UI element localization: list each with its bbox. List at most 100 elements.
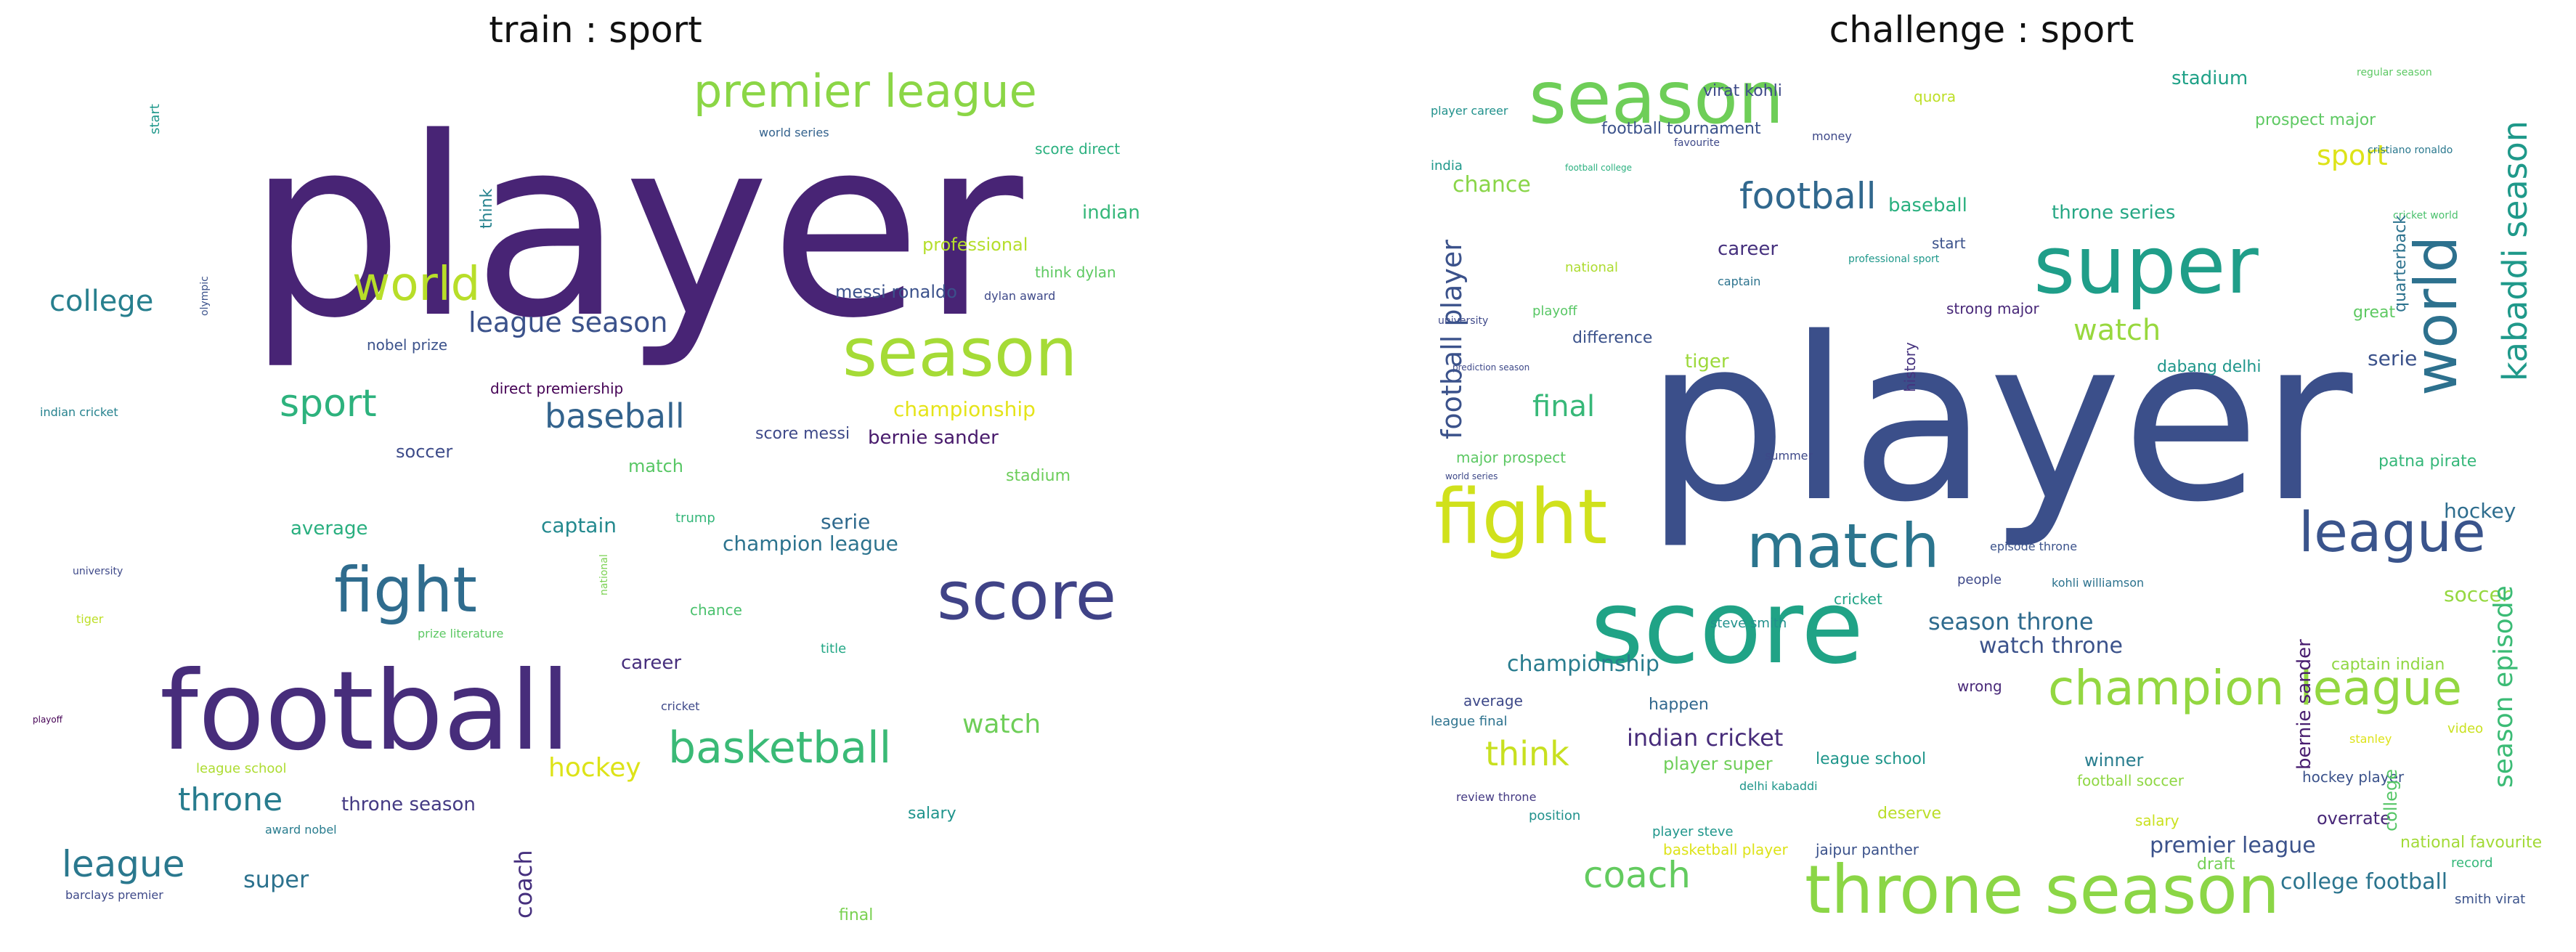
cloud-word: kohli williamson (2052, 576, 2145, 590)
cloud-word: league school (196, 761, 287, 776)
cloud-word: position (1529, 808, 1581, 823)
cloud-word: score (1590, 569, 1864, 687)
cloud-word: bernie sander (868, 427, 999, 449)
cloud-word: people (1957, 572, 2002, 587)
cloud-word: score direct (1035, 140, 1121, 158)
cloud-word: think dylan (1035, 264, 1116, 281)
cloud-word: league (2299, 500, 2486, 564)
cloud-word: final (839, 906, 874, 924)
cloud-word: college (49, 285, 154, 318)
cloud-word: fight (1434, 473, 1608, 561)
cloud-word: quarterback (2392, 215, 2410, 312)
cloud-word: league school (1816, 750, 1927, 768)
cloud-word: indian (1082, 202, 1140, 224)
cloud-word: bernie sander (2293, 639, 2315, 770)
cloud-word: smith virat (2455, 892, 2526, 907)
cloud-word: wrong (1957, 678, 2002, 695)
cloud-word: review throne (1456, 790, 1537, 804)
cloud-word: summer (1765, 449, 1813, 463)
cloud-word: college football (2280, 869, 2448, 895)
cloud-word: nobel prize (367, 336, 448, 354)
cloud-word: world series (759, 126, 829, 139)
cloud-word: league final (1431, 714, 1508, 729)
cloud-word: direct premiership (490, 380, 624, 397)
cloud-word: stadium (2171, 68, 2248, 89)
cloud-word: winner (2084, 750, 2144, 770)
cloud-word: captain (1718, 274, 1761, 288)
cloud-word: watch (962, 709, 1041, 739)
cloud-word: title (821, 641, 847, 656)
cloud-word: tiger (1685, 351, 1729, 373)
cloud-word: match (1747, 510, 1940, 582)
cloud-word: league season (468, 306, 668, 338)
cloud-word: season (1529, 55, 1784, 140)
cloud-word: dabang delhi (2157, 358, 2262, 376)
cloud-word: serie (2368, 346, 2418, 370)
cloud-word: throne season (1805, 851, 2280, 929)
cloud-word: super (2033, 219, 2259, 312)
cloud-word: university (73, 566, 123, 577)
cloud-word: award nobel (265, 823, 337, 837)
cloud-word: championship (1507, 651, 1659, 677)
cloud-word: football tournament (1601, 120, 1761, 138)
cloud-word: strong major (1946, 300, 2039, 317)
cloud-word: delhi kabaddi (1739, 779, 1818, 793)
cloud-word: favourite (1674, 137, 1720, 149)
cloud-word: hockey (2444, 499, 2516, 523)
cloud-word: india (1431, 158, 1463, 174)
cloud-word: start (147, 104, 163, 134)
cloud-word: history (1901, 342, 1919, 392)
cloud-word: coach (1583, 854, 1691, 896)
cloud-word: player (247, 85, 1023, 373)
cloud-word: quora (1914, 88, 1957, 105)
cloud-word: season (842, 314, 1078, 391)
cloud-word: olympic (199, 276, 211, 316)
cloud-word: watch (2073, 314, 2161, 347)
cloud-word: captain indian (2331, 656, 2445, 674)
cloud-word: champion league (723, 532, 898, 556)
cloud-word: indian cricket (1627, 724, 1784, 752)
cloud-word: soccer (2444, 582, 2511, 606)
cloud-word: throne season (341, 794, 476, 815)
cloud-word: difference (1572, 329, 1653, 347)
cloud-word: professional sport (1848, 253, 1940, 265)
cloud-word: hockey player (2302, 768, 2405, 786)
cloud-word: cricket world (2393, 210, 2458, 221)
cloud-word: money (1812, 129, 1852, 143)
cloud-word: think (1485, 734, 1569, 773)
cloud-word: premier league (2150, 833, 2316, 858)
cloud-word: video (2447, 721, 2484, 736)
cloud-word: basketball (668, 723, 892, 773)
cloud-word: chance (690, 601, 742, 619)
cloud-word: football college (1565, 163, 1633, 173)
wordcloud-panel-challenge: challenge : sport player score season super… (1387, 0, 2576, 952)
cloud-word: start (1932, 235, 1966, 252)
cloud-word: match (628, 456, 683, 476)
cloud-word: football (1739, 175, 1877, 217)
cloud-word: national (1565, 260, 1618, 275)
cloud-word: score (937, 557, 1117, 635)
cloud-word: trump (675, 510, 715, 526)
panel-title: train : sport (489, 9, 702, 51)
cloud-word: world (352, 258, 481, 312)
cloud-word: episode throne (1990, 540, 2078, 553)
cloud-word: super (243, 866, 309, 893)
cloud-word: prospect major (2255, 111, 2376, 129)
cloud-word: think (478, 188, 496, 229)
cloud-word: serie (821, 510, 871, 534)
cloud-word: player career (1431, 104, 1508, 118)
cloud-word: deserve (1877, 805, 1942, 823)
cloud-word: stanley (2349, 732, 2392, 746)
cloud-word: football (160, 648, 571, 775)
cloud-word: steve smith (1710, 616, 1787, 631)
panel-title: challenge : sport (1829, 9, 2134, 51)
cloud-word: average (1463, 692, 1523, 709)
cloud-word: kabaddi season (2495, 121, 2535, 381)
cloud-word: score messi (755, 425, 850, 443)
wordcloud-panel-train: train : sport player football season score f… (0, 0, 1191, 952)
cloud-word: stadium (1006, 467, 1071, 485)
cloud-word: hockey (548, 753, 641, 783)
cloud-word: player (1645, 290, 2353, 552)
cloud-word: playoff (1532, 304, 1577, 319)
cloud-word: baseball (545, 396, 685, 436)
